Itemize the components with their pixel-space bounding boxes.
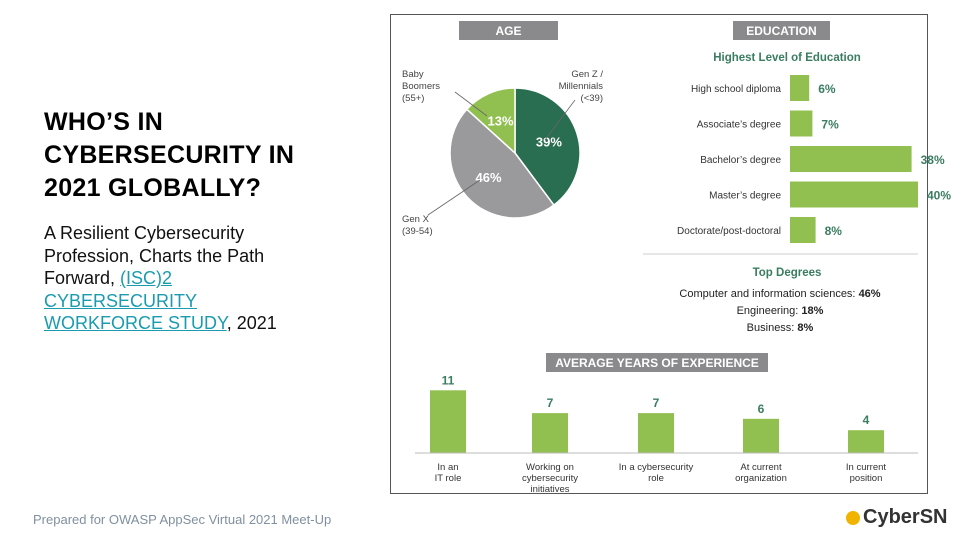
education-category: High school diploma xyxy=(691,84,781,95)
title-line: 2021 GLOBALLY? xyxy=(44,174,262,202)
top-degree-value: 18% xyxy=(801,305,823,317)
pie-label: Boomers xyxy=(402,81,440,92)
experience-category: In an xyxy=(437,462,458,473)
education-header-bg xyxy=(733,21,830,40)
education-category: Associate’s degree xyxy=(697,120,782,131)
slide-title: WHO’S IN CYBERSECURITY IN 2021 GLOBALLY? xyxy=(44,106,344,205)
education-category: Master’s degree xyxy=(709,191,781,202)
top-degree-item: Business: 8% xyxy=(747,322,814,334)
education-bar xyxy=(790,146,912,172)
age-header-bg xyxy=(459,21,558,40)
experience-category: organization xyxy=(735,473,787,484)
source-citation: A Resilient Cybersecurity Profession, Ch… xyxy=(44,222,304,335)
education-category: Doctorate/post-doctoral xyxy=(677,226,781,237)
pie-label: Gen Z / xyxy=(571,69,603,80)
top-degree-value: 8% xyxy=(797,322,813,334)
pie-leader-line xyxy=(454,91,488,117)
education-value: 6% xyxy=(818,82,836,96)
top-degree-name: Business: xyxy=(747,322,798,334)
experience-category: cybersecurity xyxy=(522,473,578,484)
experience-category: Working on xyxy=(526,462,574,473)
pie-leader-line xyxy=(544,99,576,141)
experience-value: 11 xyxy=(442,373,455,387)
experience-header-bg xyxy=(546,353,768,372)
pie-label: Gen X xyxy=(402,214,430,225)
experience-bar xyxy=(743,418,779,453)
education-bar xyxy=(790,217,816,243)
pie-slice xyxy=(465,87,516,155)
top-degree-name: Engineering: xyxy=(737,305,802,317)
pie-label: (<39) xyxy=(581,93,603,104)
education-value: 38% xyxy=(921,153,945,167)
logo-dot-icon xyxy=(846,510,860,525)
study-link[interactable]: (ISC)2 CYBERSECURITY WORKFORCE STUDY xyxy=(44,268,227,333)
experience-bar xyxy=(848,430,884,453)
education-bar xyxy=(790,181,918,208)
pie-leader-line xyxy=(427,179,481,216)
top-degrees-title: Top Degrees xyxy=(753,267,822,279)
education-bar xyxy=(790,75,810,101)
experience-bar xyxy=(430,390,466,453)
top-degree-item: Engineering: 18% xyxy=(737,305,824,317)
pie-slice-value: 46% xyxy=(476,170,502,185)
experience-bar xyxy=(532,413,568,453)
experience-header: AVERAGE YEARS OF EXPERIENCE xyxy=(555,356,759,370)
pie-label: (39-54) xyxy=(402,226,433,237)
age-header: AGE xyxy=(495,24,521,38)
top-degree-value: 46% xyxy=(859,288,881,300)
experience-value: 7 xyxy=(547,396,554,410)
cybersn-logo: CyberSN xyxy=(846,506,947,529)
pie-slice-value: 13% xyxy=(488,113,514,128)
education-value: 40% xyxy=(927,189,951,203)
experience-category: role xyxy=(648,473,664,484)
citation-text: A Resilient Cybersecurity Profession, Ch… xyxy=(44,223,265,288)
experience-category: At current xyxy=(740,462,782,473)
citation-year: , 2021 xyxy=(226,313,277,333)
infographic-panel xyxy=(390,14,928,494)
title-line: CYBERSECURITY IN xyxy=(44,141,295,169)
pie-label: (55+) xyxy=(402,93,424,104)
pie-label: Millennials xyxy=(559,81,604,92)
experience-category: In a cybersecurity xyxy=(619,462,694,473)
pie-slice-value: 39% xyxy=(536,135,562,150)
experience-value: 7 xyxy=(653,396,660,410)
experience-value: 6 xyxy=(758,402,765,416)
education-value: 8% xyxy=(825,224,843,238)
experience-category: IT role xyxy=(435,473,462,484)
logo-text: CyberSN xyxy=(863,506,948,528)
top-degree-item: Computer and information sciences: 46% xyxy=(679,288,880,300)
pie-label: Baby xyxy=(402,69,424,80)
pie-slice xyxy=(449,108,555,219)
footer-text: Prepared for OWASP AppSec Virtual 2021 M… xyxy=(33,512,332,527)
experience-value: 4 xyxy=(863,413,870,427)
education-value: 7% xyxy=(821,118,839,132)
education-title: Highest Level of Education xyxy=(713,52,861,64)
education-category: Bachelor’s degree xyxy=(700,155,781,166)
experience-category: initiatives xyxy=(530,484,569,495)
education-bar xyxy=(790,110,813,137)
experience-bar xyxy=(638,413,674,453)
title-line: WHO’S IN xyxy=(44,108,164,136)
experience-category: In current xyxy=(846,462,886,473)
pie-slice xyxy=(514,87,581,207)
experience-category: position xyxy=(850,473,883,484)
education-header: EDUCATION xyxy=(746,24,816,38)
top-degree-name: Computer and information sciences: xyxy=(679,288,858,300)
